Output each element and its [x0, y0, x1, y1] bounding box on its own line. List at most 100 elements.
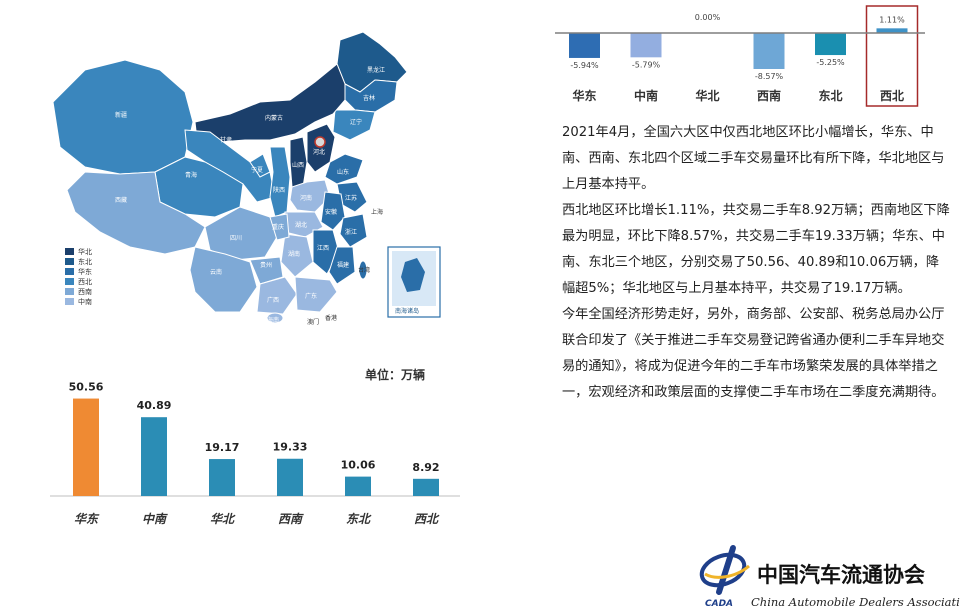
map-region-yunnan — [189, 246, 258, 313]
province-label: 上海 — [371, 208, 383, 216]
province-label: 贵州 — [260, 261, 272, 269]
map-region-guizhou — [249, 256, 284, 285]
map-region-taiwan — [358, 260, 368, 280]
bar-category-label: 华东 — [74, 512, 100, 526]
map-region-zhejiang — [339, 213, 368, 248]
legend-label: 西南 — [78, 287, 92, 296]
legend-label: 华北 — [78, 247, 92, 256]
map-region-liaoning — [332, 109, 376, 141]
province-label: 辽宁 — [350, 118, 362, 126]
logo-cn-name: 中国汽车流通协会 — [757, 562, 925, 587]
province-label: 江苏 — [345, 194, 357, 202]
change-value-label: 0.00% — [695, 13, 721, 22]
map-region-henan — [289, 179, 331, 213]
logo-mark-icon: CADA — [699, 545, 750, 609]
map-region-neimenggu — [194, 63, 346, 143]
bar-value-label: 10.06 — [341, 459, 376, 472]
province-label: 福建 — [337, 261, 349, 269]
bar — [413, 478, 439, 496]
bar-category-label: 西南 — [278, 512, 304, 526]
south-china-sea-inset: 南海诸岛 — [387, 246, 441, 318]
province-label: 广西 — [267, 296, 279, 304]
bar-value-label: 19.33 — [273, 441, 308, 454]
change-value-label: -8.57% — [755, 72, 784, 81]
change-bar — [753, 33, 785, 69]
cada-logo: CADA 中国汽车流通协会 China Automobile Dealers A… — [695, 540, 960, 614]
bar-value-label: 19.17 — [205, 441, 240, 454]
province-label: 宁夏 — [251, 166, 263, 174]
map-region-chongqing — [269, 213, 290, 241]
province-label: 河北 — [313, 148, 325, 156]
map-region-fujian — [328, 246, 356, 285]
province-label: 黑龙江 — [367, 66, 385, 74]
map-region-ningxia — [249, 153, 271, 178]
legend-label: 中南 — [78, 297, 92, 306]
map-region-shandong — [324, 153, 364, 185]
province-label: 青海 — [185, 171, 197, 179]
bar-chart-svg: 单位：万辆 50.56 华东 40.89 中南 19.17 华北 19.33 西南 10.06 东… — [50, 367, 460, 526]
bar-category-label: 西北 — [414, 512, 440, 526]
province-label: 内蒙古 — [265, 114, 283, 122]
bar-category-label: 东北 — [346, 512, 372, 526]
bar-category-label: 华北 — [210, 512, 236, 526]
change-category-label: 西北 — [880, 88, 904, 103]
map-region-beijing — [314, 136, 326, 148]
paragraph-1: 2021年4月，全国六大区中仅西北地区环比小幅增长，华东、中南、西南、东北四个区… — [562, 125, 945, 192]
change-category-label: 西南 — [757, 88, 781, 103]
province-label: 香港 — [325, 314, 337, 322]
map-region-guangxi — [256, 276, 298, 315]
province-label: 广东 — [305, 292, 317, 300]
unit-label: 单位：万辆 — [365, 367, 425, 382]
map-region-anhui — [320, 191, 346, 231]
change-bar — [815, 33, 846, 56]
logo-abbr: CADA — [705, 599, 733, 609]
province-label: 西藏 — [115, 196, 127, 204]
change-bar — [876, 28, 908, 33]
province-label: 海南 — [267, 316, 279, 324]
province-label: 台湾 — [358, 266, 370, 274]
regional-volume-bar-chart: 单位：万辆 50.56 华东 40.89 中南 19.17 华北 19.33 西南 10.06 东… — [45, 360, 465, 540]
change-category-label: 中南 — [634, 88, 658, 103]
highlight-box — [865, 5, 919, 107]
province-labels: 黑龙江 吉林 辽宁 新疆 内蒙古 甘肃 青海 西藏 四川 云南 贵州 广西 广东… — [115, 66, 385, 326]
change-bar — [569, 33, 600, 58]
change-category-label: 华东 — [572, 88, 596, 103]
map-region-jilin — [344, 79, 398, 113]
bar — [277, 458, 303, 496]
province-label: 山西 — [292, 161, 304, 169]
province-label: 安徽 — [325, 208, 337, 216]
bar-value-label: 8.92 — [412, 461, 439, 474]
legend-label: 西北 — [78, 278, 92, 286]
province-label: 山东 — [337, 168, 349, 176]
change-value-label: -5.25% — [816, 58, 845, 67]
map-svg: 华北 东北 华东 西北 西南 中南 黑龙江 吉林 辽宁 新疆 内蒙古 甘肃 青海… — [52, 31, 441, 326]
map-region-hainan — [266, 312, 284, 324]
province-label: 湖南 — [288, 250, 300, 258]
paragraph-2: 西北地区环比增长1.11%，共交易二手车8.92万辆；西南地区下降最为明显，环比… — [562, 203, 950, 296]
province-label: 四川 — [230, 235, 242, 242]
regional-change-bar-chart: -5.94% 华东 -5.79% 中南 0.00% 华北 -8.57% 西南 -5.25% 东北 1… — [555, 0, 930, 110]
logo-svg: CADA 中国汽车流通协会 China Automobile Dealers A… — [699, 545, 960, 609]
province-label: 新疆 — [115, 111, 127, 119]
bar — [209, 459, 235, 496]
province-label: 浙江 — [345, 228, 357, 236]
change-value-label: -5.79% — [632, 60, 661, 69]
map-region-shaanxi — [269, 146, 291, 218]
change-category-label: 华北 — [695, 88, 719, 103]
province-label: 澳门 — [307, 318, 319, 326]
province-label: 甘肃 — [220, 136, 232, 144]
legend-label: 华东 — [78, 267, 92, 276]
change-chart-svg: -5.94% 华东 -5.79% 中南 0.00% 华北 -8.57% 西南 -5.25% 东北 1… — [555, 5, 925, 107]
paragraph-3: 今年全国经济形势走好，另外，商务部、公安部、税务总局办公厅联合印发了《关于推进二… — [562, 307, 945, 400]
bar-value-label: 50.56 — [69, 381, 104, 394]
map-region-gansu — [184, 129, 276, 203]
province-label: 重庆 — [272, 223, 284, 231]
province-label: 江西 — [317, 245, 329, 252]
map-region-hunan — [280, 233, 314, 278]
bar — [345, 476, 371, 496]
change-bar — [630, 33, 662, 58]
change-value-label: -5.94% — [570, 61, 599, 70]
legend-label: 东北 — [78, 257, 92, 266]
bar — [73, 398, 99, 496]
bar — [141, 417, 167, 496]
